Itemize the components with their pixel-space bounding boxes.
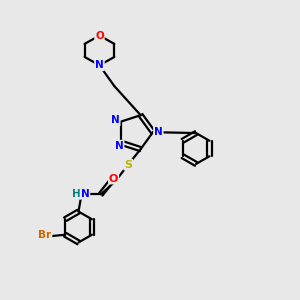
Text: O: O [95,31,104,40]
Text: O: O [109,174,118,184]
Text: S: S [124,160,132,170]
Text: N: N [111,115,120,125]
Text: N: N [81,189,89,199]
Text: N: N [95,60,104,70]
Text: Br: Br [38,230,52,240]
Text: N: N [115,141,124,151]
Text: N: N [154,127,163,137]
Text: H: H [72,189,80,199]
